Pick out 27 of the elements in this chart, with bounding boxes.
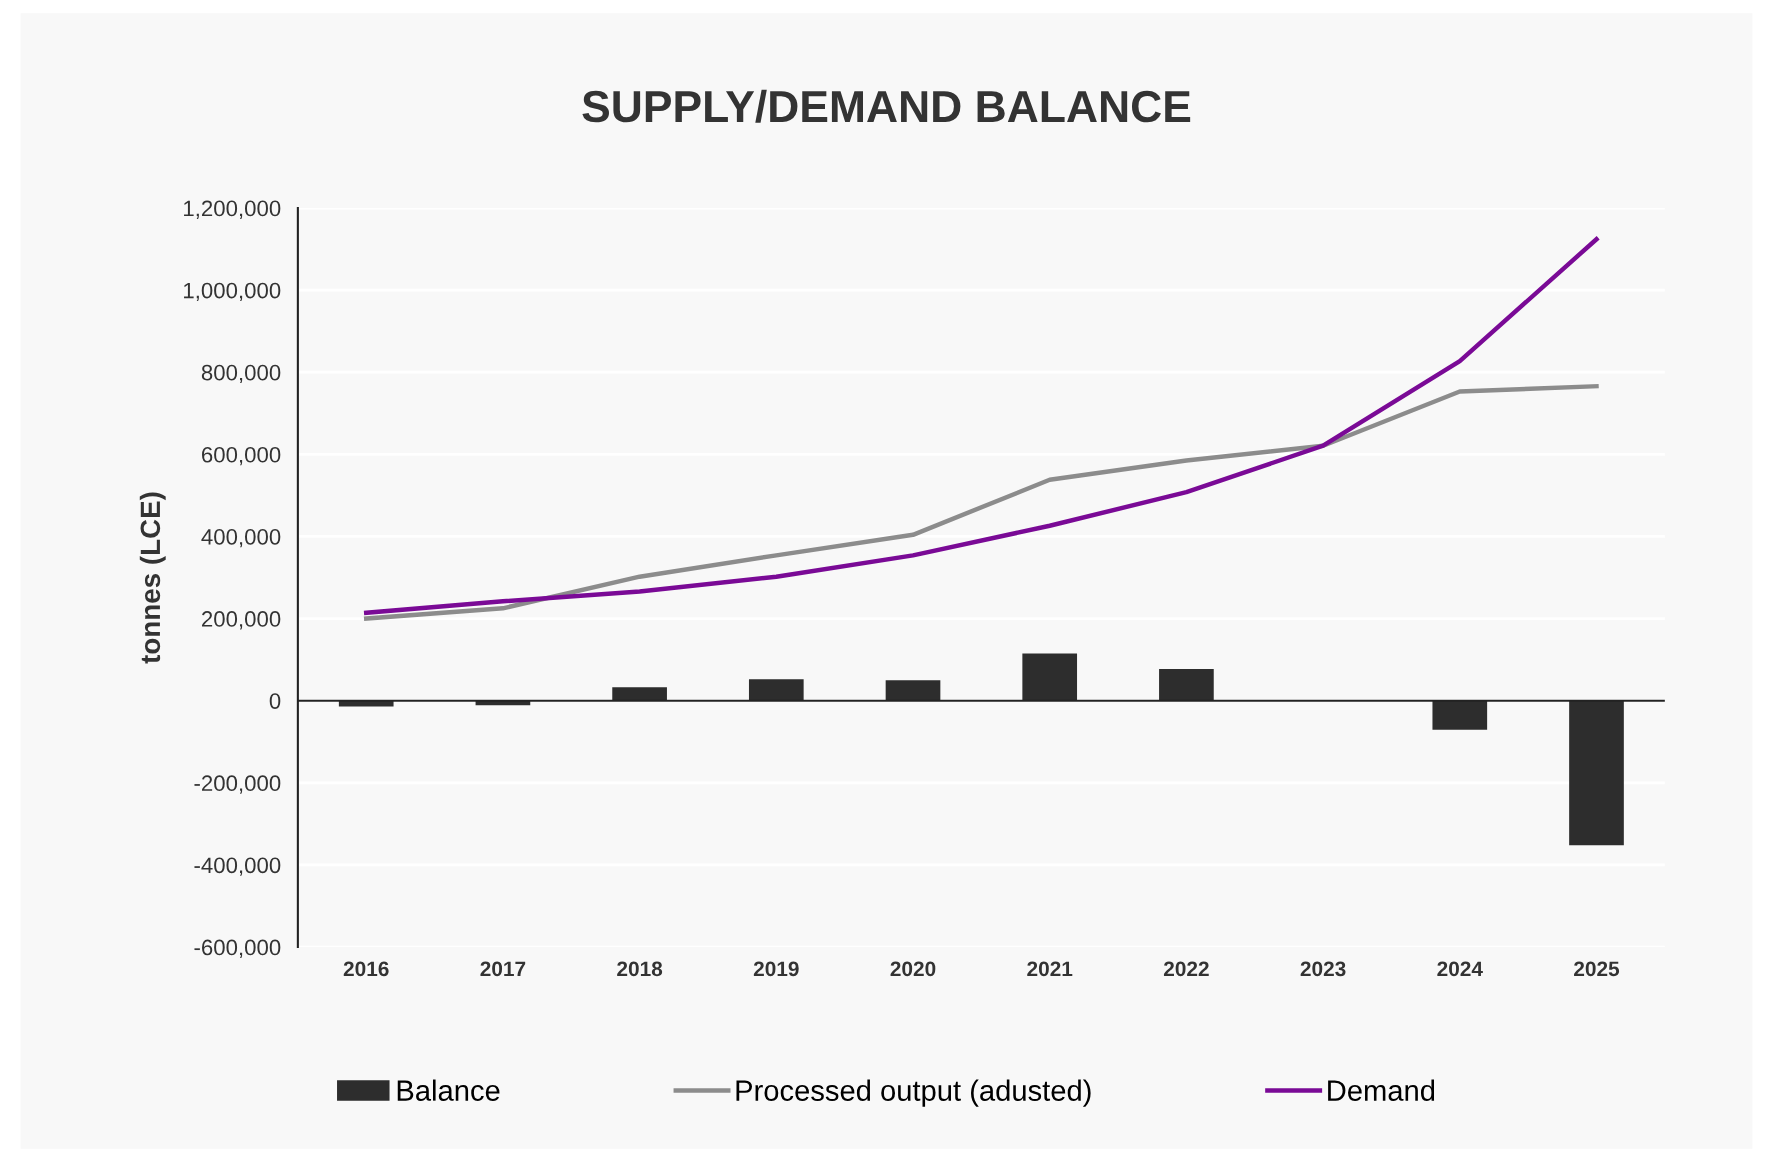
y-tick-label: -200,000 xyxy=(194,775,281,794)
y-tick-label: 1,000,000 xyxy=(184,282,281,302)
y-tick-label: 800,000 xyxy=(201,364,281,384)
x-tick-label: 2020 xyxy=(890,961,936,977)
x-tick-label: 2023 xyxy=(1300,961,1346,977)
x-tick-label: 2019 xyxy=(753,961,799,977)
y-tick-label: -600,000 xyxy=(194,939,281,958)
x-tick-label: 2018 xyxy=(617,961,663,977)
x-tick-label: 2024 xyxy=(1437,961,1483,977)
x-tick-label: 2016 xyxy=(343,961,389,977)
legend-label: Balance xyxy=(397,1079,500,1101)
chart-title: SUPPLY/DEMAND BALANCE xyxy=(582,89,1191,123)
legend-label: Processed output (adusted) xyxy=(736,1079,1091,1107)
x-tick-label: 2017 xyxy=(480,961,526,977)
y-tick-label: 600,000 xyxy=(202,446,281,466)
x-tick-label: 2022 xyxy=(1163,961,1209,977)
y-tick-label: 1,200,000 xyxy=(184,200,281,219)
y-tick-label: 400,000 xyxy=(201,528,281,548)
line-series xyxy=(363,236,1599,616)
x-tick-label: 2025 xyxy=(1574,961,1620,977)
line-series xyxy=(363,383,1599,621)
y-tick-label: 0 xyxy=(269,693,281,709)
legend-label: Demand xyxy=(1328,1079,1435,1101)
x-tick-label: 2021 xyxy=(1027,961,1073,977)
y-tick-label: -400,000 xyxy=(194,857,281,876)
y-axis-title: tonnes (LCE) xyxy=(139,492,166,664)
y-tick-label: 200,000 xyxy=(202,611,281,630)
